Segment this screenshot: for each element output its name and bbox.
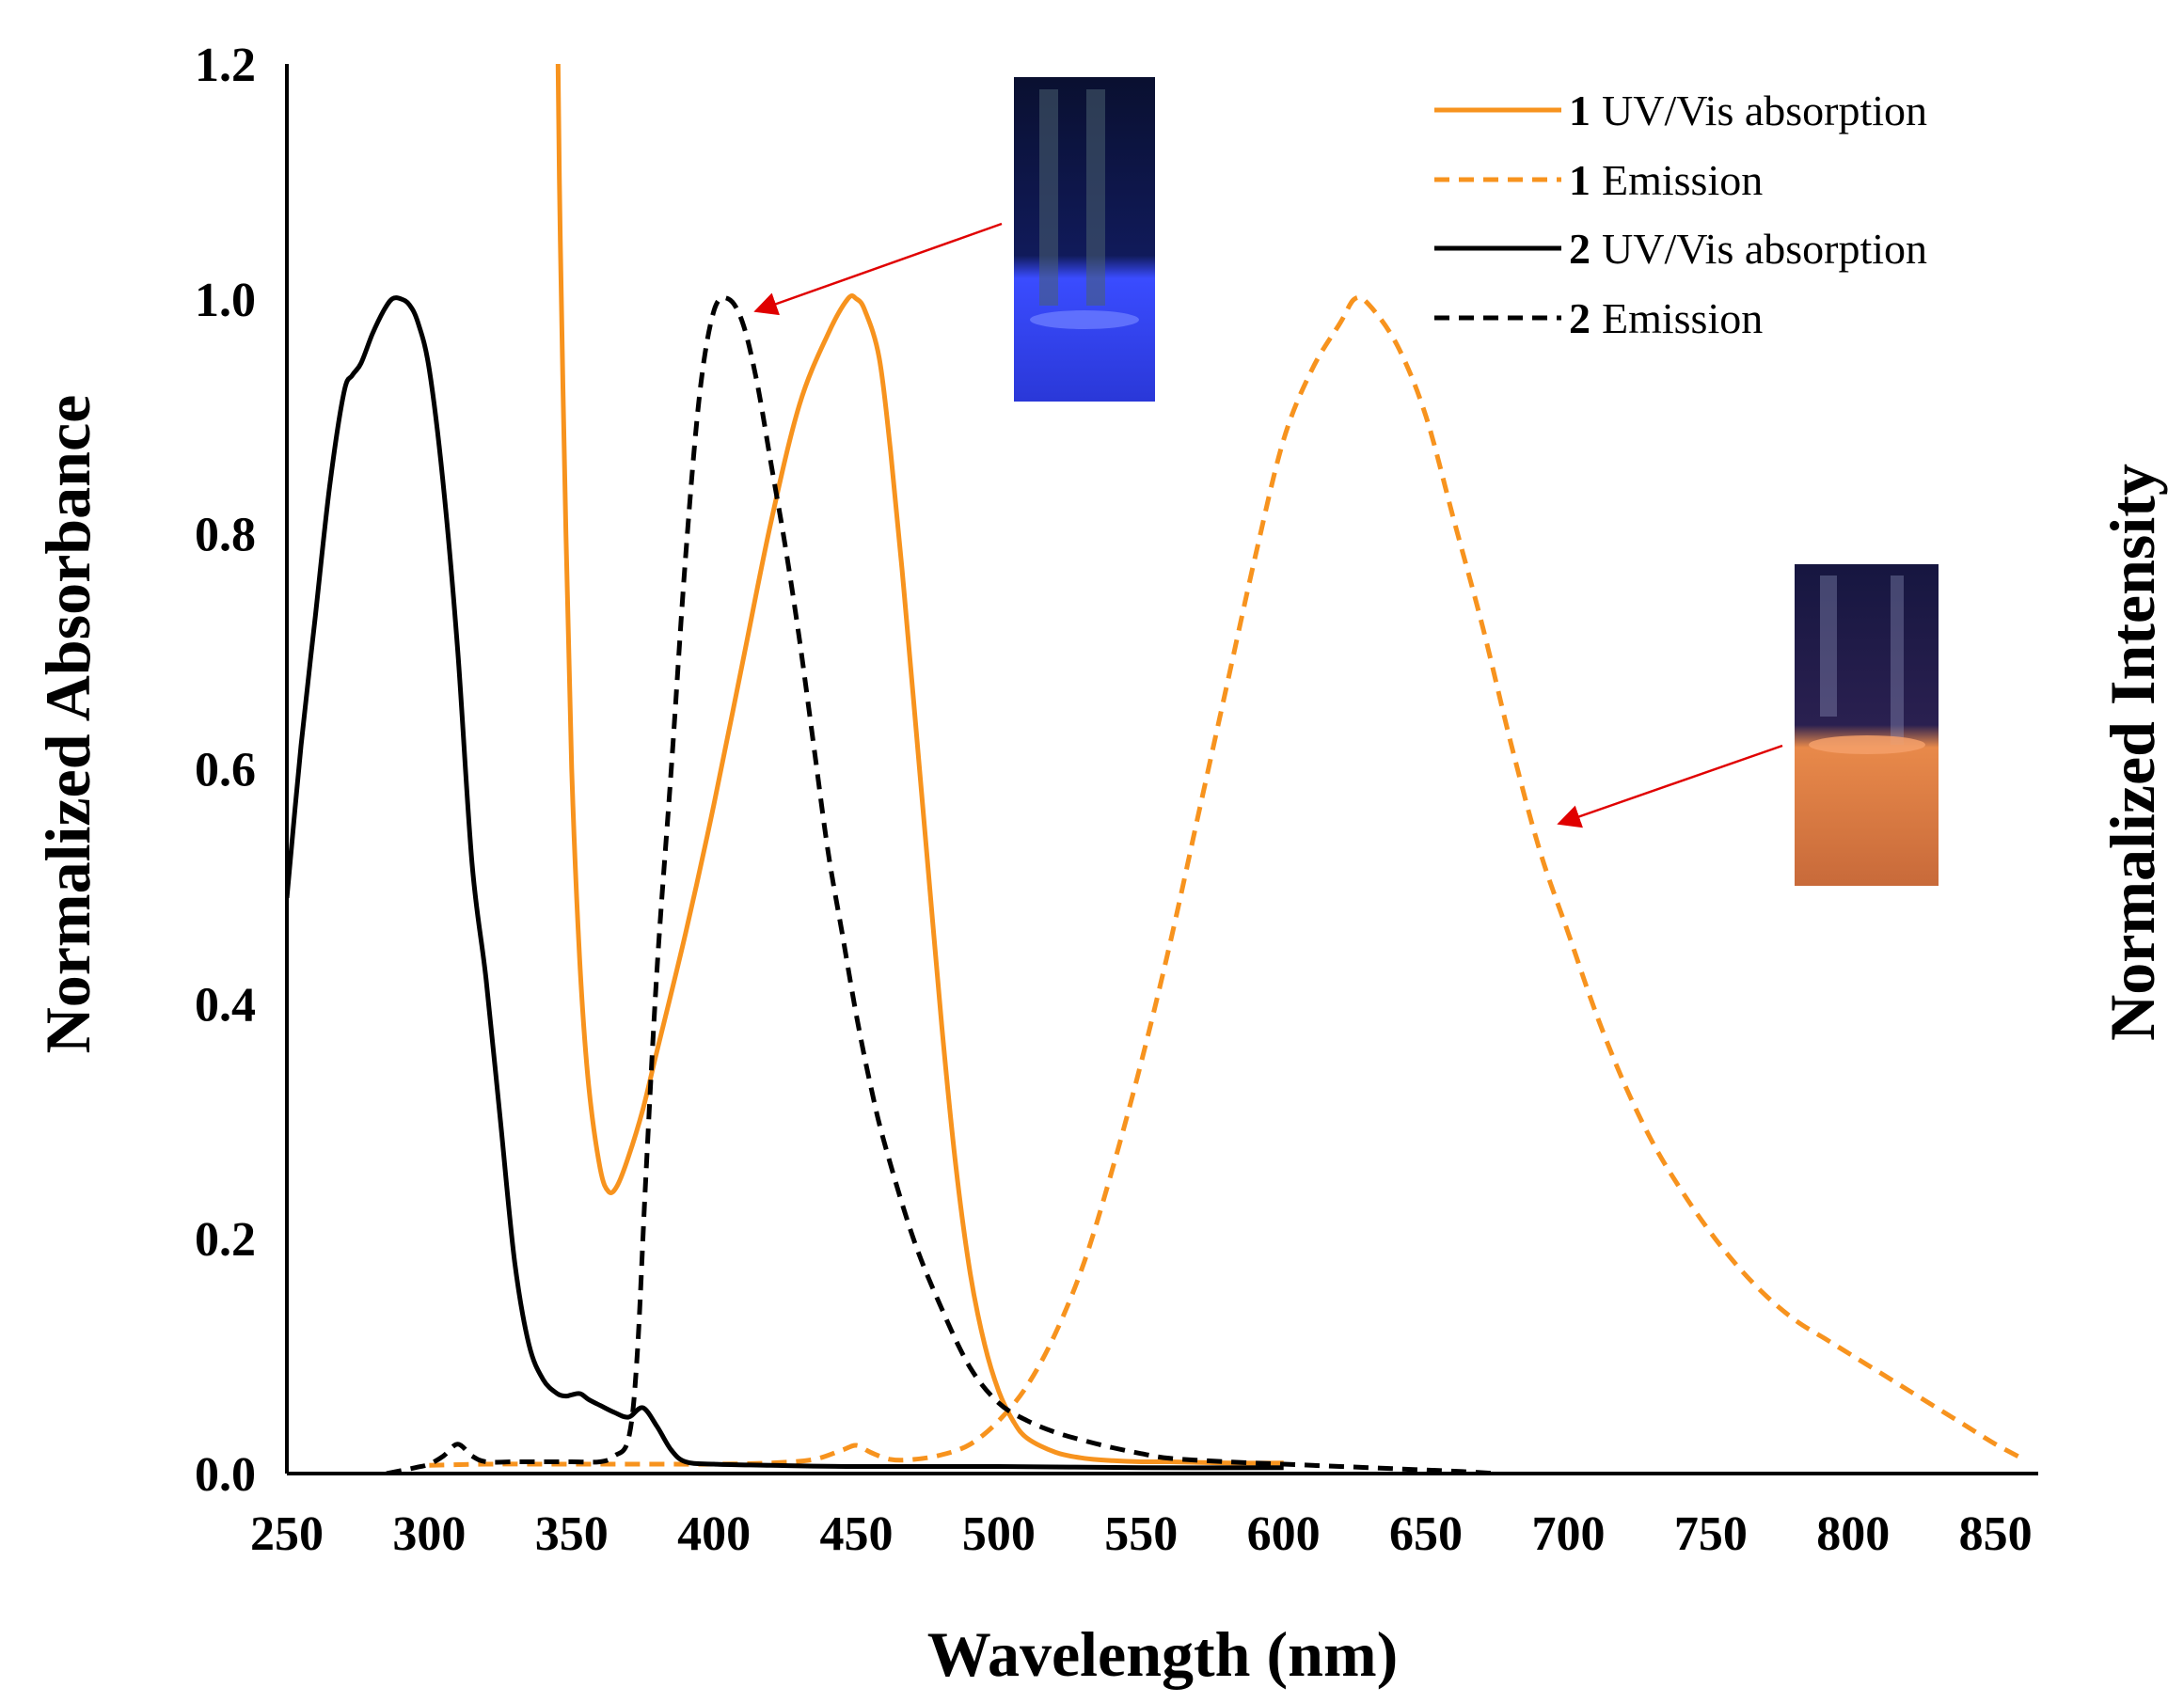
- x-tick-label: 600: [1247, 1507, 1321, 1561]
- series-line-1-uvvis-absorption: [555, 64, 1284, 1466]
- legend-entry-1-uvvis: 1 UV/Vis absorption: [1434, 87, 1927, 134]
- legend-num: 1: [1569, 87, 1591, 134]
- x-tick-label: 550: [1104, 1507, 1178, 1561]
- y-tick-label: 0.0: [195, 1448, 256, 1502]
- x-axis-title: Wavelength (nm): [927, 1618, 1399, 1690]
- y2-axis-title: Normalized Intensity: [2097, 464, 2168, 1041]
- series-layer: [287, 64, 2026, 1474]
- y-tick-label: 0.6: [195, 744, 256, 797]
- x-tick-label: 400: [677, 1507, 751, 1561]
- svg-text:2UV/Vis absorption: 2 UV/Vis absorption: [1569, 225, 1927, 273]
- legend: 1 UV/Vis absorption 1 Emission 2 UV/Vis abs…: [1434, 87, 1927, 342]
- x-tick-label: 500: [962, 1507, 1036, 1561]
- legend-num: 1: [1569, 156, 1591, 204]
- legend-label: UV/Vis absorption: [1602, 87, 1927, 134]
- x-tick-label: 300: [392, 1507, 466, 1561]
- axes-group: 250 300 350 400 450 500 550 600 650 700 750 800 850 0…: [195, 39, 2033, 1561]
- x-tick-label: 350: [535, 1507, 609, 1561]
- x-tick-label: 450: [820, 1507, 894, 1561]
- legend-label: Emission: [1602, 156, 1763, 204]
- legend-entry-1-emission: 1 Emission: [1434, 156, 1763, 204]
- legend-num: 2: [1569, 225, 1591, 273]
- y-tick-label: 0.8: [195, 509, 256, 562]
- series-line-2-emission: [386, 295, 1497, 1474]
- legend-label: Emission: [1602, 294, 1763, 342]
- legend-entry-2-uvvis: 2 UV/Vis absorption: [1434, 225, 1927, 273]
- x-tick-label: 800: [1816, 1507, 1890, 1561]
- blue-vial-arrow: [753, 222, 1003, 316]
- y-tick-label: 1.2: [195, 39, 256, 92]
- x-tick-label: 700: [1531, 1507, 1605, 1561]
- y-axis-title: Normalized Absorbance: [32, 395, 103, 1054]
- legend-num: 2: [1569, 294, 1591, 342]
- y-tick-label: 1.0: [195, 274, 256, 327]
- x-tick-label: 750: [1674, 1507, 1748, 1561]
- x-tick-label: 850: [1959, 1507, 2033, 1561]
- legend-label: UV/Vis absorption: [1602, 225, 1927, 273]
- orange-vial-arrow: [1557, 744, 1783, 828]
- y-tick-label: 0.2: [195, 1213, 256, 1267]
- x-tick-label: 250: [250, 1507, 324, 1561]
- y-tick-label: 0.4: [195, 978, 256, 1032]
- legend-entry-2-emission: 2 Emission: [1434, 294, 1763, 342]
- series-line-2-uvvis-absorption: [287, 295, 1284, 1471]
- svg-text:1UV/Vis absorption: 1 UV/Vis absorption: [1569, 87, 1927, 134]
- x-tick-label: 650: [1389, 1507, 1463, 1561]
- orange-vial-photo: [1795, 564, 1939, 886]
- series-line-1-emission: [429, 294, 2026, 1468]
- blue-vial-photo: [1014, 77, 1155, 402]
